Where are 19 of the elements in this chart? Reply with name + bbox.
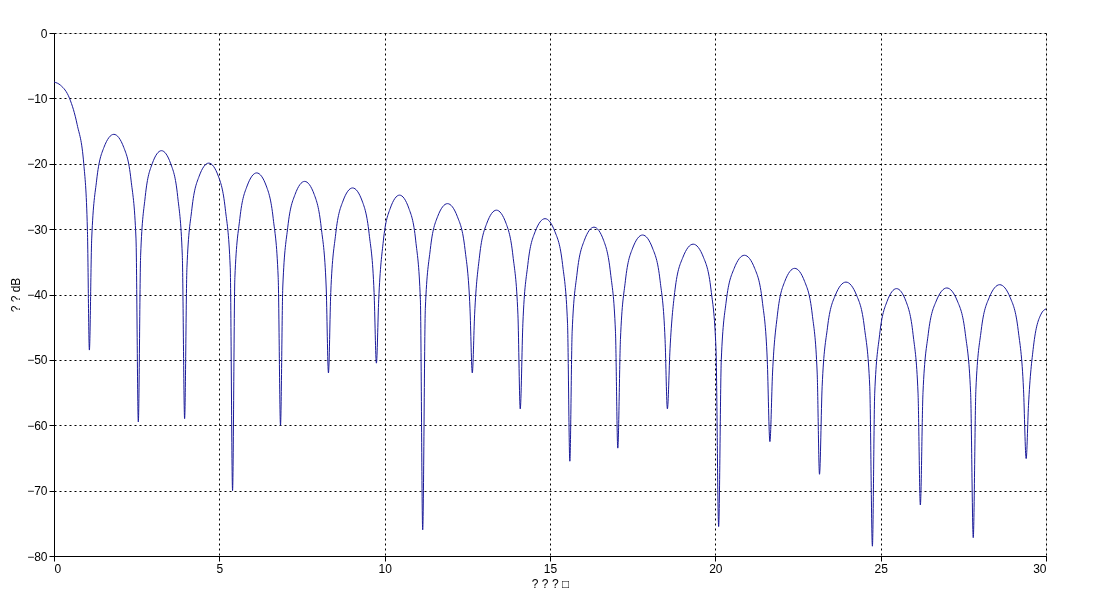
y-tick-label: −30	[27, 222, 48, 237]
x-tick-label: 25	[874, 561, 889, 576]
y-axis-title: ? ? dB	[9, 277, 24, 313]
x-axis-title: ? ? ? □	[531, 576, 570, 591]
y-tick-label: −70	[27, 484, 48, 499]
x-tick-label: 10	[378, 561, 393, 576]
x-tick-label: 30	[1033, 561, 1047, 576]
x-tick-label: 5	[216, 561, 224, 576]
y-tick-label: −40	[27, 288, 48, 302]
y-tick-label: −50	[27, 353, 48, 368]
y-tick-label: −20	[27, 157, 48, 172]
y-tick-label: −10	[27, 91, 48, 106]
line-series	[53, 81, 1047, 547]
y-tick-label: −80	[27, 549, 48, 564]
y-tick-label: 0	[40, 26, 48, 41]
x-tick-label: 15	[543, 561, 558, 576]
x-tick-label: 20	[709, 561, 723, 576]
y-tick-label: −60	[27, 418, 48, 433]
x-tick-label: 0	[54, 561, 62, 576]
